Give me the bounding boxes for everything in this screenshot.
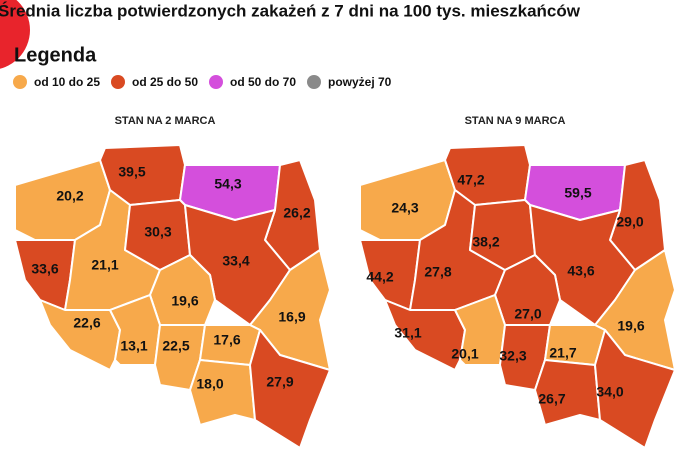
map-title: STAN NA 9 MARCA [465, 115, 566, 127]
map-title: STAN NA 2 MARCA [115, 115, 216, 127]
region-value: 22,6 [73, 315, 100, 331]
region-value: 17,6 [213, 332, 240, 348]
legend-swatch [209, 75, 223, 89]
region-value: 27,8 [424, 264, 451, 280]
region-value: 59,5 [564, 185, 591, 201]
region-value: 26,7 [538, 391, 565, 407]
region-value: 30,3 [144, 224, 171, 240]
region-value: 33,4 [222, 253, 249, 269]
region-value: 26,2 [283, 205, 310, 221]
legend-swatch [307, 75, 321, 89]
region-value: 19,6 [171, 293, 198, 309]
region-value: 24,3 [391, 200, 418, 216]
region-value: 19,6 [617, 318, 644, 334]
legend-swatch [111, 75, 125, 89]
map [359, 144, 676, 449]
brand-circle [0, 0, 30, 69]
region-value: 16,9 [278, 309, 305, 325]
legend-label: od 10 do 25 [34, 75, 100, 89]
region-value: 47,2 [457, 172, 484, 188]
legend-label: od 25 do 50 [132, 75, 198, 89]
region-value: 29,0 [616, 214, 643, 230]
region-value: 20,2 [56, 188, 83, 204]
region [189, 359, 256, 426]
region-value: 44,2 [366, 269, 393, 285]
region [454, 294, 506, 366]
region [249, 329, 331, 449]
title: Średnia liczba potwierdzonych zakażeń z … [0, 1, 581, 20]
region-value: 27,9 [266, 374, 293, 390]
legend: od 10 do 25 od 25 do 50 od 50 do 70 powyżej… [13, 75, 392, 89]
region-value: 34,0 [596, 384, 623, 400]
legend-label: powyżej 70 [328, 75, 392, 89]
region-value: 38,2 [472, 234, 499, 250]
legend-title: Legenda [14, 44, 97, 66]
region-value: 13,1 [120, 338, 147, 354]
map [14, 144, 331, 449]
region-value: 27,0 [514, 306, 541, 322]
region-value: 18,0 [196, 376, 223, 392]
legend-label: od 50 do 70 [230, 75, 296, 89]
legend-swatch [13, 75, 27, 89]
region-value: 33,6 [31, 261, 58, 277]
region-value: 32,3 [499, 348, 526, 364]
region-value: 20,1 [451, 346, 478, 362]
region-value: 21,7 [549, 345, 576, 361]
region [39, 299, 121, 371]
region-value: 31,1 [394, 325, 421, 341]
maps: STAN NA 2 MARCA 20,2 39,5 54,3 26,2 33,6 21,1 3… [14, 115, 676, 449]
region-value: 21,1 [91, 257, 118, 273]
region [109, 294, 161, 366]
region-value: 39,5 [118, 164, 145, 180]
region-value: 54,3 [214, 176, 241, 192]
region-value: 43,6 [567, 263, 594, 279]
region-value: 22,5 [162, 338, 189, 354]
region [594, 329, 676, 449]
